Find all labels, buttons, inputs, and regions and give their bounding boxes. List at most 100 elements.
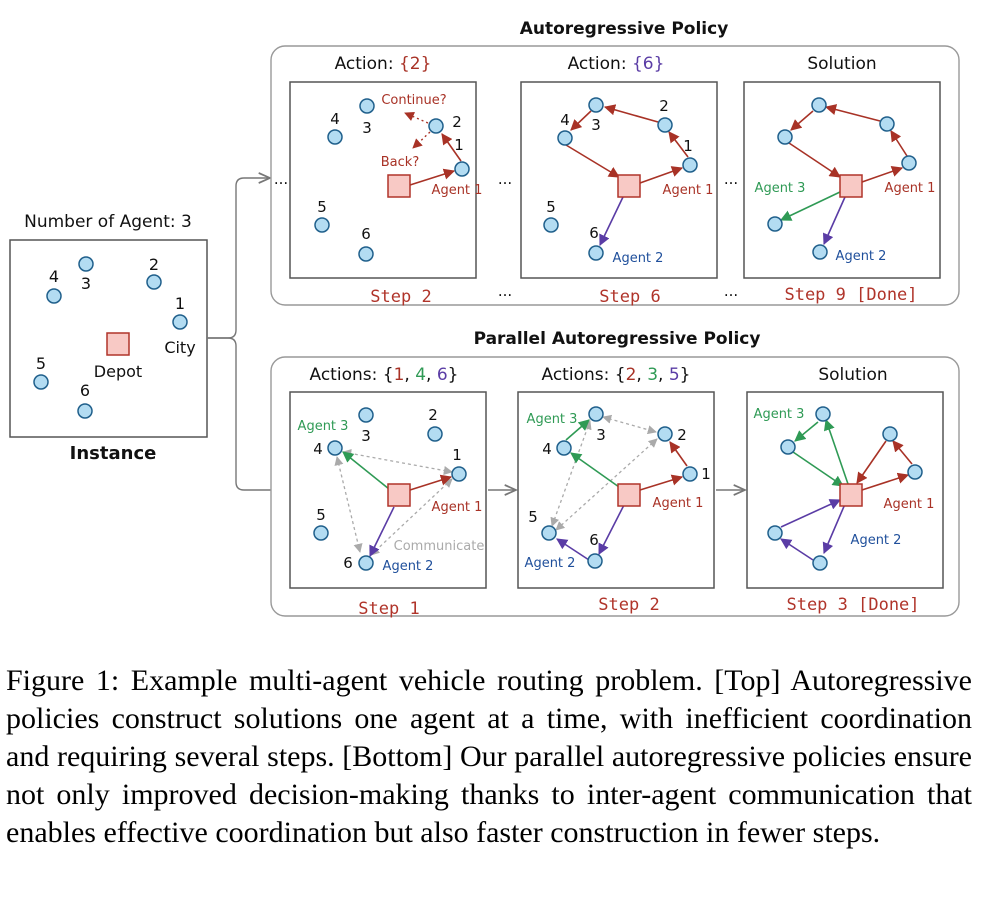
agent3-edge	[565, 419, 590, 441]
agent1-edge	[890, 130, 908, 157]
agent3-edge	[792, 451, 844, 487]
city-node-3	[358, 407, 374, 423]
agent1-edge	[861, 472, 910, 491]
agent1-label: Agent 1	[432, 183, 483, 198]
city-node-2	[657, 426, 673, 442]
city-label-6: 6	[589, 224, 599, 242]
agent1-edge	[409, 474, 453, 491]
top-panel-3-header: Solution	[807, 54, 876, 74]
agent3-label: Agent 3	[754, 407, 805, 422]
agent3-edge	[342, 451, 390, 490]
agent3-edge	[779, 191, 841, 221]
city-label-3: 3	[596, 426, 606, 444]
top-ellipsis-left: ...	[274, 170, 288, 188]
agent3-label: Agent 3	[755, 181, 806, 196]
city-node-3	[359, 98, 375, 114]
bottom-panel-2-graph: 1 2 3 4 5 6 Agent 1 Agent 2 Agent 3	[525, 406, 711, 571]
city-node-3	[588, 97, 604, 113]
city-node-3	[588, 406, 604, 422]
agent1-edge	[856, 440, 887, 484]
communicate-edge	[555, 438, 658, 531]
bottom-panel-1-step: Step 1	[358, 599, 419, 619]
agent2-edge	[822, 503, 846, 555]
communicate-edge	[342, 449, 453, 475]
depot-node	[839, 483, 863, 507]
agent2-edge	[369, 506, 395, 558]
city-node-1	[454, 161, 470, 177]
agent2-edge	[780, 538, 814, 561]
city-node-5	[313, 525, 329, 541]
communicate-edge	[334, 456, 363, 553]
flow-arrow-to-top	[207, 178, 270, 339]
flow-arrow-to-bottom	[207, 337, 288, 490]
city-label-4: 4	[49, 267, 59, 286]
continue-edge	[404, 112, 429, 124]
city-node-1	[682, 157, 698, 173]
top-ellipsis-mid-1: ...	[498, 170, 512, 188]
city-node-6	[358, 555, 374, 571]
agent1-label: Agent 1	[663, 183, 714, 198]
city-node-5	[767, 525, 783, 541]
city-node-6	[587, 553, 603, 569]
top-panel-1-header: Action: {2}	[335, 54, 432, 74]
agent2-edge	[599, 196, 624, 247]
agent3-label: Agent 3	[527, 412, 578, 427]
top-panel-1-box	[289, 81, 477, 279]
agent2-edge	[556, 538, 590, 561]
depot-node	[387, 483, 411, 507]
bottom-panel-1-header: Actions: {1, 4, 6}	[310, 365, 459, 385]
bottom-panel-3-header: Solution	[818, 365, 887, 385]
city-label-3: 3	[362, 119, 372, 137]
city-node-1	[682, 466, 698, 482]
instance-header: Number of Agent: 3	[24, 212, 192, 232]
city-node-4	[46, 288, 62, 304]
depot-node	[617, 174, 641, 198]
city-node-5	[314, 217, 330, 233]
agent1-label: Agent 1	[432, 500, 483, 515]
agent3-label: Agent 3	[298, 419, 349, 434]
city-label-1: 1	[701, 465, 711, 483]
city-label-5: 5	[316, 506, 326, 524]
city-label-5: 5	[317, 198, 327, 216]
city-label: City	[164, 338, 195, 357]
agent2-label: Agent 2	[525, 556, 576, 571]
top-panel-3-step: Step 9 [Done]	[784, 285, 917, 305]
city-label-3: 3	[591, 116, 601, 134]
city-label-1: 1	[452, 446, 462, 464]
agent1-edge	[441, 133, 462, 162]
agent3-edge	[823, 418, 849, 485]
agent2-label: Agent 2	[836, 249, 887, 264]
top-ellipsis-bottom-1: ...	[498, 282, 512, 300]
top-panel-2-step: Step 6	[599, 287, 660, 307]
city-node-6	[812, 555, 828, 571]
city-node-2	[882, 426, 898, 442]
city-node-6	[812, 244, 828, 260]
depot-node	[839, 174, 863, 198]
city-label-3: 3	[361, 427, 371, 445]
top-panel-1-step: Step 2	[370, 287, 431, 307]
agent1-edge	[639, 474, 684, 491]
city-node-4	[557, 130, 573, 146]
agent2-edge	[822, 196, 846, 246]
city-node-3	[811, 97, 827, 113]
agent1-edge	[892, 440, 913, 465]
agent1-edge	[409, 168, 456, 186]
agent1-label: Agent 1	[884, 497, 935, 512]
instance-label: Instance	[70, 443, 157, 464]
bottom-panel-3-graph: Agent 1 Agent 2 Agent 3	[754, 406, 935, 571]
agent3-edge	[570, 452, 620, 488]
city-node-5	[541, 525, 557, 541]
city-node-3	[815, 406, 831, 422]
top-panel-2-header: Action: {6}	[568, 54, 665, 74]
communicate-label: Communicate	[394, 539, 485, 554]
city-label-6: 6	[589, 531, 599, 549]
communicate-edge	[370, 478, 453, 556]
city-label-4: 4	[542, 440, 552, 458]
city-label-1: 1	[683, 137, 693, 155]
city-node-4	[777, 129, 793, 145]
agent1-edge	[603, 104, 659, 123]
agent1-edge	[565, 144, 620, 178]
city-node-2	[428, 118, 444, 134]
city-label-2: 2	[428, 406, 438, 424]
city-node-2	[146, 274, 162, 290]
